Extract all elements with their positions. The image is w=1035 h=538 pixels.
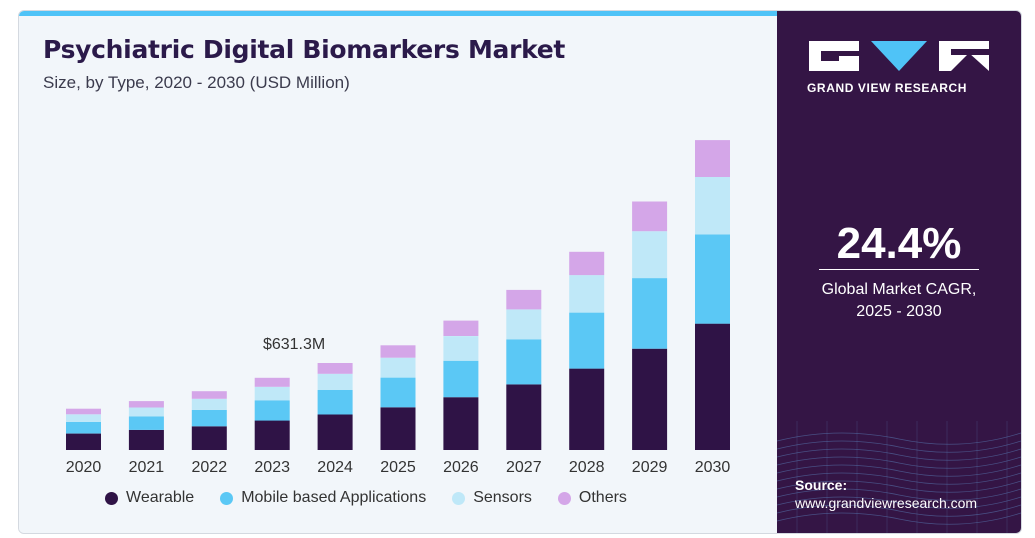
cagr-label-line1: Global Market CAGR, xyxy=(821,281,977,298)
stacked-bar-chart: 2020 2021 2022 2023 2024 $631.3M 2025 2026 2027 2… xyxy=(66,140,731,476)
bar-2028-sensors xyxy=(569,275,605,313)
x-tick-label-2022: 2022 xyxy=(192,459,228,476)
bar-2020-others xyxy=(66,408,101,415)
accent-bar xyxy=(19,11,777,16)
x-tick-label-2027: 2027 xyxy=(506,459,542,476)
x-tick-label-2029: 2029 xyxy=(632,459,668,476)
data-label-2024: $631.3M xyxy=(263,336,325,353)
legend-swatch-wearable xyxy=(105,491,118,505)
cagr-value: 24.4% xyxy=(836,219,962,268)
legend-label-others: Others xyxy=(578,489,627,506)
legend-item-mobile: Mobile based Applications xyxy=(220,489,426,507)
bar-2023-wearable xyxy=(254,420,290,450)
chart-panel: Psychiatric Digital Biomarkers Market Si… xyxy=(19,11,777,533)
bar-2026-sensors xyxy=(443,336,479,361)
bar-2022-sensors xyxy=(191,398,227,410)
grand-view-research-logo xyxy=(809,41,989,71)
bar-2023-others xyxy=(254,377,290,387)
infographic-card: Psychiatric Digital Biomarkers Market Si… xyxy=(18,10,1022,534)
bar-2025-sensors xyxy=(380,357,416,378)
bar-2030-wearable xyxy=(695,323,730,450)
bar-2026-mobile-based-applications xyxy=(443,360,479,398)
bar-2028-wearable xyxy=(569,368,605,450)
bar-2028-mobile-based-applications xyxy=(569,312,605,369)
bar-2020-mobile-based-applications xyxy=(66,421,101,434)
bar-2029-mobile-based-applications xyxy=(632,278,668,349)
bar-2023-sensors xyxy=(254,386,290,401)
bar-2029-wearable xyxy=(632,348,668,450)
bar-2027-sensors xyxy=(506,309,542,340)
legend-label-wearable: Wearable xyxy=(126,489,195,506)
chart-title: Psychiatric Digital Biomarkers Market xyxy=(43,35,566,64)
bar-2020-wearable xyxy=(66,433,101,450)
info-panel: GRAND VIEW RESEARCH 24.4% Global Market … xyxy=(777,11,1021,533)
bar-2030-others xyxy=(695,140,730,177)
x-tick-label-2020: 2020 xyxy=(66,459,102,476)
source-url: www.grandviewresearch.com xyxy=(795,495,978,511)
chart-subtitle: Size, by Type, 2020 - 2030 (USD Million) xyxy=(43,73,350,92)
bar-2028-others xyxy=(569,251,605,276)
bar-2025-wearable xyxy=(380,407,416,450)
bar-2022-wearable xyxy=(191,426,227,450)
bar-2021-wearable xyxy=(128,429,164,450)
legend-swatch-mobile xyxy=(220,491,234,505)
x-tick-label-2021: 2021 xyxy=(129,459,165,476)
bar-2024-mobile-based-applications xyxy=(317,390,353,415)
decorative-wave-pattern xyxy=(777,421,1021,533)
bar-2030-mobile-based-applications xyxy=(695,234,730,324)
bar-2025-mobile-based-applications xyxy=(380,377,416,408)
x-tick-label-2026: 2026 xyxy=(443,459,479,476)
bar-2029-sensors xyxy=(632,231,668,279)
legend-item-sensors: Sensors xyxy=(452,489,532,507)
bar-2029-others xyxy=(632,201,668,232)
bar-2024-sensors xyxy=(317,373,353,390)
cagr-divider xyxy=(819,269,979,270)
bar-2021-sensors xyxy=(128,407,164,417)
bar-2026-wearable xyxy=(443,397,479,450)
legend-item-wearable: Wearable xyxy=(105,489,194,507)
bar-2022-mobile-based-applications xyxy=(191,409,227,427)
source-label: Source: xyxy=(795,477,848,493)
bar-2024-others xyxy=(317,363,353,374)
x-tick-label-2024: 2024 xyxy=(317,459,353,476)
legend-swatch-others xyxy=(557,491,571,505)
x-tick-label-2028: 2028 xyxy=(569,459,605,476)
bar-2021-mobile-based-applications xyxy=(128,416,164,430)
bar-2024-wearable xyxy=(317,414,353,450)
bar-2026-others xyxy=(443,320,479,336)
legend-label-mobile: Mobile based Applications xyxy=(241,489,427,506)
legend-label-sensors: Sensors xyxy=(473,489,532,506)
bar-2022-others xyxy=(191,391,227,399)
brand-name: GRAND VIEW RESEARCH xyxy=(807,81,968,95)
x-tick-label-2025: 2025 xyxy=(380,459,416,476)
bar-2027-others xyxy=(506,289,542,310)
cagr-label-line2: 2025 - 2030 xyxy=(856,303,942,320)
x-tick-label-2023: 2023 xyxy=(254,459,290,476)
bar-2027-mobile-based-applications xyxy=(506,339,542,385)
legend-swatch-sensors xyxy=(452,491,466,505)
chart-legend: Wearable Mobile based Applications Senso… xyxy=(105,489,627,507)
bar-2021-others xyxy=(128,401,164,408)
bar-2023-mobile-based-applications xyxy=(254,400,290,421)
x-tick-label-2030: 2030 xyxy=(695,459,731,476)
bar-2027-wearable xyxy=(506,384,542,450)
bar-2025-others xyxy=(380,345,416,358)
legend-item-others: Others xyxy=(557,489,627,507)
bar-2030-sensors xyxy=(695,177,730,235)
cagr-label: Global Market CAGR, 2025 - 2030 xyxy=(777,279,1021,323)
bar-2020-sensors xyxy=(66,414,101,422)
